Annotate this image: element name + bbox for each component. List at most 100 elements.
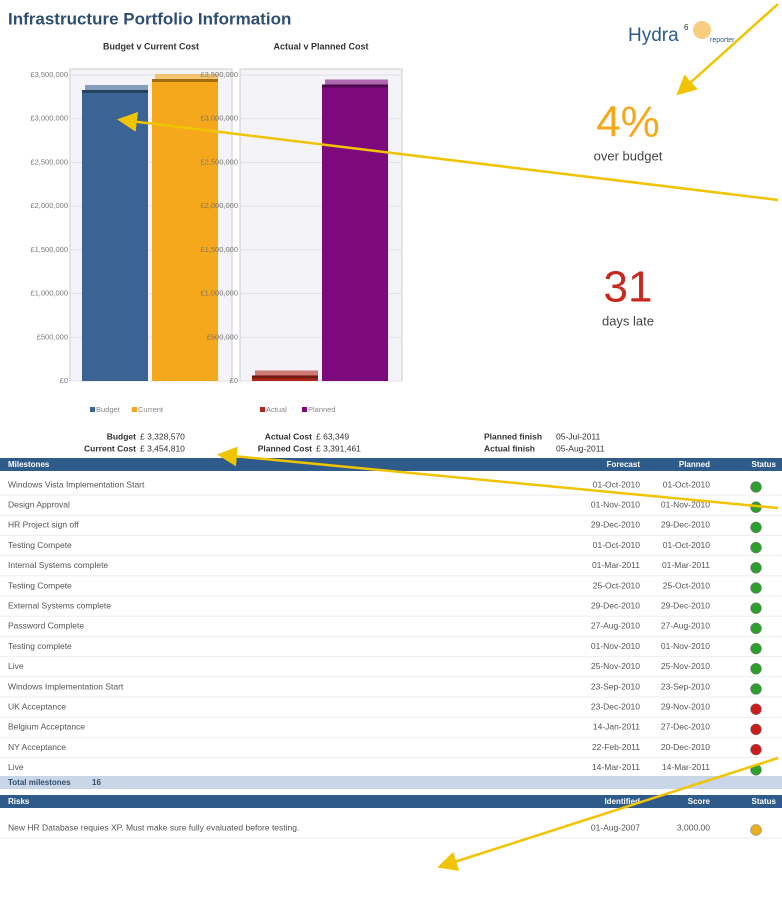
stat-label: over budget xyxy=(594,148,663,163)
row-name: Testing Compete xyxy=(8,580,72,590)
y-tick-label: £0 xyxy=(230,376,238,385)
row-name: Design Approval xyxy=(8,499,70,509)
row-date: 25-Nov-2010 xyxy=(661,661,710,671)
summary-label: Current Cost xyxy=(84,443,136,453)
legend-label: Actual xyxy=(266,405,287,414)
row-date: 01-Aug-2007 xyxy=(591,822,640,832)
status-dot xyxy=(750,642,762,655)
legend-swatch xyxy=(90,407,95,412)
bar-top xyxy=(155,73,218,79)
y-tick-label: £3,000,000 xyxy=(30,114,68,123)
bar xyxy=(322,84,388,381)
header-cell: Identified xyxy=(604,797,640,806)
row-date: 01-Oct-2010 xyxy=(663,479,711,489)
row-date: 01-Nov-2010 xyxy=(591,499,640,509)
summary-label: Actual Cost xyxy=(265,431,312,441)
row-date: 14-Mar-2011 xyxy=(662,762,710,772)
status-dot xyxy=(750,683,762,695)
row-date: 25-Oct-2010 xyxy=(663,580,711,590)
bar-top-shade xyxy=(152,78,218,82)
header-cell: Forecast xyxy=(607,460,641,469)
bar xyxy=(82,89,148,381)
row-name: HR Project sign off xyxy=(8,520,79,530)
table-header xyxy=(0,795,782,808)
status-dot xyxy=(750,521,762,534)
y-tick-label: £500,000 xyxy=(207,332,238,341)
chart-title: Actual v Planned Cost xyxy=(273,41,368,51)
stat-label: days late xyxy=(602,313,654,328)
total-label: Total milestones xyxy=(8,778,71,787)
y-tick-label: £2,000,000 xyxy=(200,201,238,210)
row-date: 22-Feb-2011 xyxy=(592,742,640,752)
total-value: 16 xyxy=(92,778,101,787)
row-name: Password Complete xyxy=(8,621,84,631)
row-date: 23-Sep-2010 xyxy=(591,681,640,691)
row-name: External Systems complete xyxy=(8,600,111,610)
y-tick-label: £3,000,000 xyxy=(200,114,238,123)
row-name: Belgium Acceptance xyxy=(8,722,85,732)
row-name: NY Acceptance xyxy=(8,742,66,752)
row-date: 01-Mar-2011 xyxy=(592,560,640,570)
summary-label: Budget xyxy=(107,431,136,441)
row-date: 29-Dec-2010 xyxy=(591,600,640,610)
status-dot xyxy=(750,824,762,836)
bar xyxy=(252,375,318,381)
legend-swatch xyxy=(260,407,265,412)
y-tick-label: £1,000,000 xyxy=(30,289,68,298)
finish-value: 05-Jul-2011 xyxy=(556,431,601,441)
finish-value: 05-Aug-2011 xyxy=(556,443,605,453)
bar-top xyxy=(85,84,148,90)
status-dot xyxy=(750,602,762,614)
summary-label: Planned Cost xyxy=(258,443,312,453)
row-date: 14-Jan-2011 xyxy=(593,722,640,732)
status-dot xyxy=(750,743,762,756)
bar-top-shade xyxy=(252,375,318,379)
row-date: 01-Nov-2010 xyxy=(661,499,710,509)
summary-value: £ 63,349 xyxy=(316,431,349,441)
row-name: Windows Implementation Start xyxy=(8,681,124,691)
legend-swatch xyxy=(302,407,307,412)
header-cell: Planned xyxy=(679,460,710,469)
total-row xyxy=(0,776,782,789)
stat-value: 31 xyxy=(604,263,653,312)
y-tick-label: £1,000,000 xyxy=(200,289,238,298)
row-date: 01-Oct-2010 xyxy=(593,479,641,489)
row-date: 01-Oct-2010 xyxy=(593,540,641,550)
row-name: Live xyxy=(8,661,24,671)
row-date: 23-Sep-2010 xyxy=(661,681,710,691)
row-name: UK Acceptance xyxy=(8,701,66,711)
legend-label: Budget xyxy=(96,405,121,414)
y-tick-label: £2,000,000 xyxy=(30,201,68,210)
row-date: 01-Mar-2011 xyxy=(662,560,710,570)
row-date: 25-Nov-2010 xyxy=(591,661,640,671)
status-dot xyxy=(750,663,762,675)
bar-top-shade xyxy=(82,89,148,93)
row-date: 23-Dec-2010 xyxy=(591,701,640,711)
row-date: 01-Nov-2010 xyxy=(661,641,710,651)
status-dot xyxy=(750,562,762,574)
logo-name: Hydra xyxy=(628,25,679,46)
y-tick-label: £3,500,000 xyxy=(200,70,238,79)
title: Infrastructure Portfolio Information xyxy=(8,9,291,28)
row-date: 27-Dec-2010 xyxy=(661,722,710,732)
row-name: Testing complete xyxy=(8,641,72,651)
bar-top-shade xyxy=(322,84,388,88)
status-dot xyxy=(750,622,762,635)
legend-swatch xyxy=(132,407,137,412)
status-dot xyxy=(750,582,762,594)
row-date: 29-Dec-2010 xyxy=(661,600,710,610)
bar-top xyxy=(255,370,318,376)
row-date: 25-Oct-2010 xyxy=(593,580,641,590)
y-tick-label: £3,500,000 xyxy=(30,70,68,79)
status-dot xyxy=(750,723,762,736)
table-header xyxy=(0,458,782,471)
annotation-arrows xyxy=(117,3,779,871)
finish-label: Planned finish xyxy=(484,431,542,441)
row-name: Live xyxy=(8,762,24,772)
row-date: 14-Mar-2011 xyxy=(592,762,640,772)
y-tick-label: £1,500,000 xyxy=(200,245,238,254)
legend-label: Planned xyxy=(308,405,336,414)
y-tick-label: £500,000 xyxy=(37,332,68,341)
summary-value: £ 3,454,810 xyxy=(140,443,185,453)
